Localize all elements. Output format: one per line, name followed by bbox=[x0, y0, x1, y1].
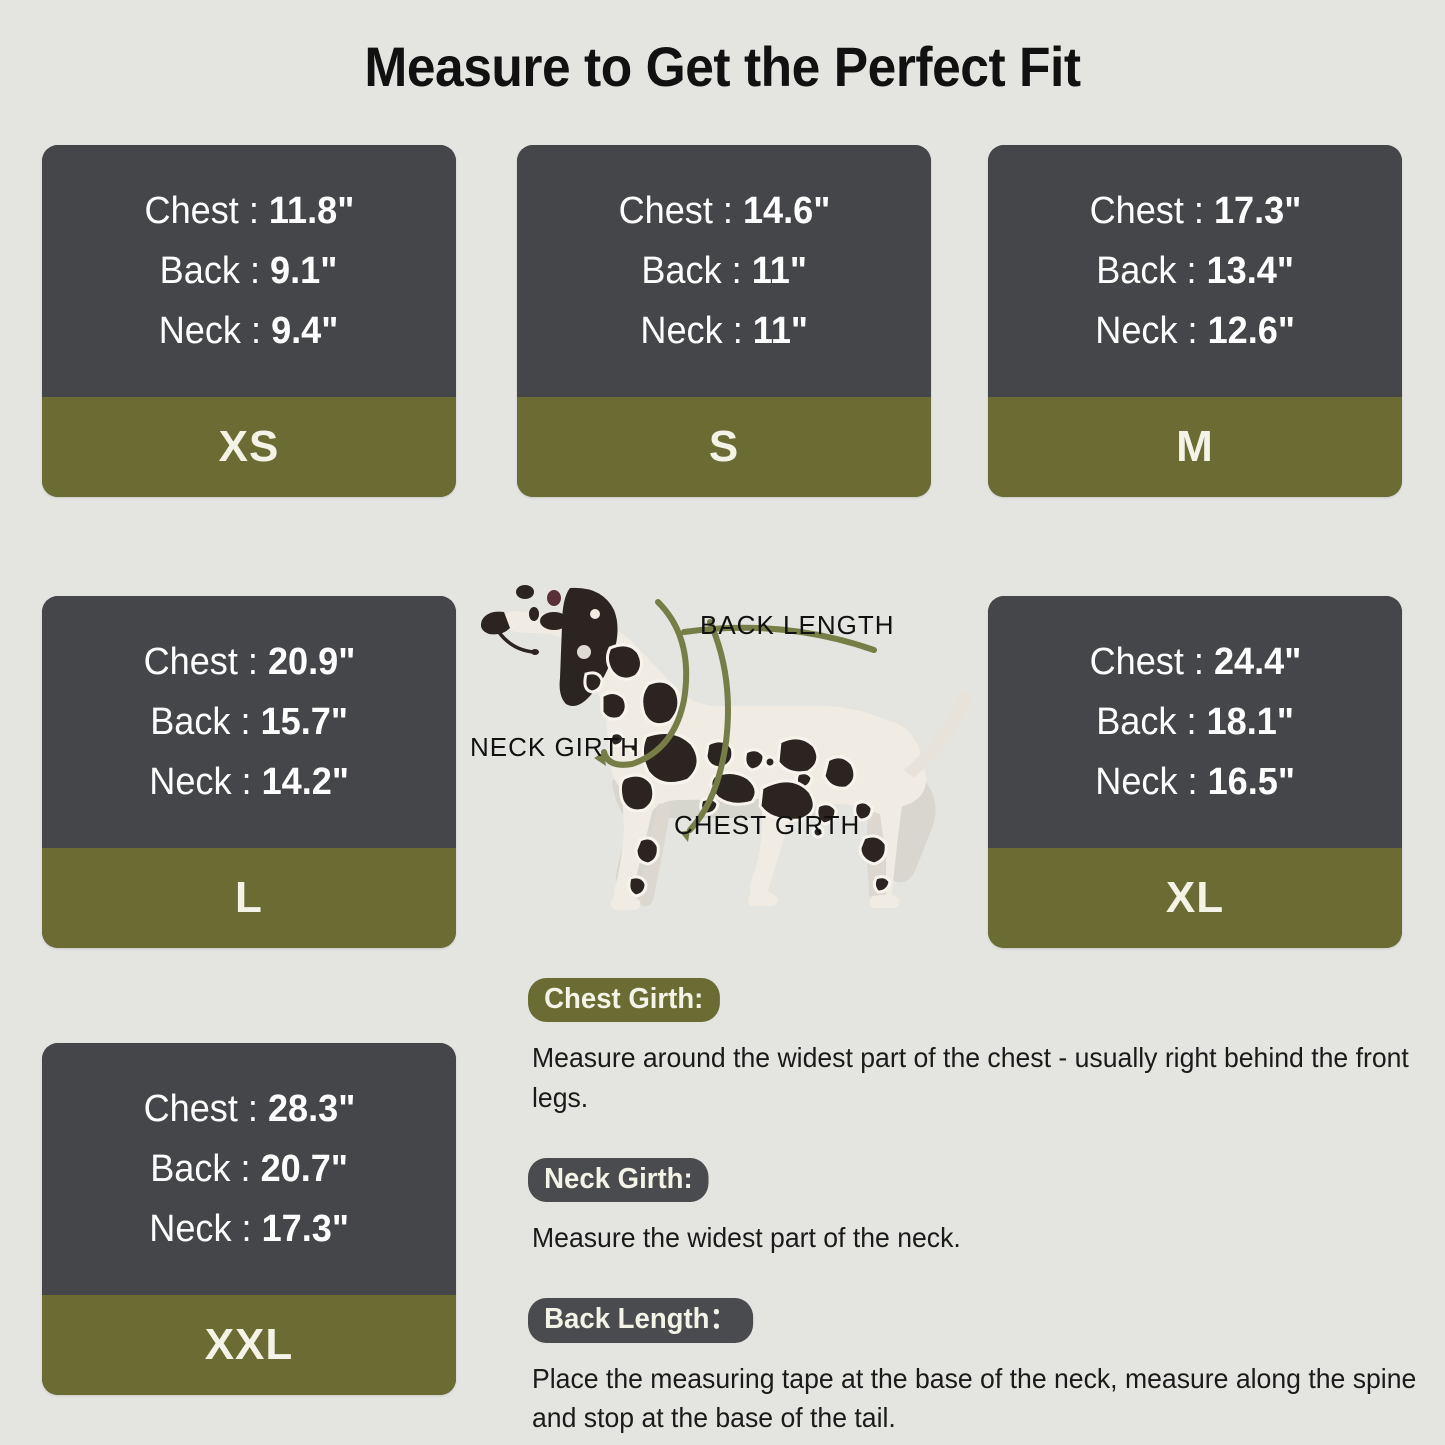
neck-girth-badge: Neck Girth: bbox=[528, 1157, 709, 1203]
neck-measurement: Neck : 11" bbox=[640, 310, 808, 352]
neck-measurement: Neck : 14.2" bbox=[149, 761, 349, 803]
size-card-measurements: Chest : 14.6" Back : 11" Neck : 11" bbox=[517, 145, 931, 397]
chest-measurement: Chest : 14.6" bbox=[618, 190, 830, 232]
size-label-text: XS bbox=[218, 422, 280, 471]
neck-measurement: Neck : 12.6" bbox=[1095, 310, 1295, 352]
measuring-instructions: Chest Girth: Measure around the widest p… bbox=[528, 978, 1416, 1438]
size-card-m: Chest : 17.3" Back : 13.4" Neck : 12.6" … bbox=[988, 145, 1402, 497]
size-card-l: Chest : 20.9" Back : 15.7" Neck : 14.2" … bbox=[42, 596, 456, 948]
size-label-text: L bbox=[235, 873, 263, 922]
size-label-text: XXL bbox=[204, 1320, 294, 1369]
chest-measurement: Chest : 17.3" bbox=[1089, 190, 1301, 232]
page-title: Measure to Get the Perfect Fit bbox=[364, 35, 1081, 98]
size-card-label: S bbox=[517, 397, 931, 497]
chest-measurement: Chest : 24.4" bbox=[1089, 641, 1301, 683]
size-card-label: L bbox=[42, 848, 456, 948]
size-card-xl: Chest : 24.4" Back : 18.1" Neck : 16.5" … bbox=[988, 596, 1402, 948]
size-card-label: XL bbox=[988, 848, 1402, 948]
back-measurement: Back : 15.7" bbox=[150, 701, 348, 743]
instruction-neck-girth: Neck Girth: Measure the widest part of t… bbox=[528, 1157, 1408, 1258]
back-measurement: Back : 18.1" bbox=[1096, 701, 1294, 743]
neck-girth-arrow-icon bbox=[594, 752, 606, 766]
neck-girth-line bbox=[601, 599, 690, 768]
size-label-text: S bbox=[708, 422, 740, 471]
size-card-s: Chest : 14.6" Back : 11" Neck : 11" S bbox=[517, 145, 931, 497]
size-card-xxl: Chest : 28.3" Back : 20.7" Neck : 17.3" … bbox=[42, 1043, 456, 1395]
measurement-lines bbox=[601, 599, 877, 833]
size-card-label: XS bbox=[42, 397, 456, 497]
back-measurement: Back : 20.7" bbox=[150, 1148, 348, 1190]
back-measurement: Back : 13.4" bbox=[1096, 250, 1294, 292]
size-card-measurements: Chest : 20.9" Back : 15.7" Neck : 14.2" bbox=[42, 596, 456, 848]
size-card-label: M bbox=[988, 397, 1402, 497]
back-length-badge: Back Length： bbox=[528, 1298, 754, 1343]
instruction-back-length: Back Length： Place the measuring tape at… bbox=[528, 1298, 1416, 1438]
neck-measurement: Neck : 17.3" bbox=[149, 1208, 349, 1250]
back-measurement: Back : 11" bbox=[641, 250, 807, 292]
size-card-measurements: Chest : 24.4" Back : 18.1" Neck : 16.5" bbox=[988, 596, 1402, 848]
neck-measurement: Neck : 9.4" bbox=[159, 310, 339, 352]
chest-girth-line bbox=[687, 619, 731, 833]
dog-eye-icon bbox=[529, 607, 539, 621]
back-length-description: Place the measuring tape at the base of … bbox=[532, 1362, 1417, 1434]
back-length-line bbox=[681, 624, 877, 653]
size-label-text: M bbox=[1176, 422, 1214, 471]
back-measurement: Back : 9.1" bbox=[160, 250, 338, 292]
chest-girth-arrow-icon bbox=[680, 830, 690, 842]
size-card-measurements: Chest : 17.3" Back : 13.4" Neck : 12.6" bbox=[988, 145, 1402, 397]
neck-measurement: Neck : 16.5" bbox=[1095, 761, 1295, 803]
size-label-text: XL bbox=[1165, 873, 1225, 922]
chest-measurement: Chest : 11.8" bbox=[144, 190, 354, 232]
size-card-measurements: Chest : 11.8" Back : 9.1" Neck : 9.4" bbox=[42, 145, 456, 397]
chest-girth-callout: CHEST GIRTH bbox=[674, 810, 860, 840]
chest-measurement: Chest : 28.3" bbox=[143, 1088, 355, 1130]
size-card-xs: Chest : 11.8" Back : 9.1" Neck : 9.4" XS bbox=[42, 145, 456, 497]
dog-spots-icon bbox=[583, 643, 892, 898]
instruction-chest-girth: Chest Girth: Measure around the widest p… bbox=[528, 978, 1409, 1118]
chest-measurement: Chest : 20.9" bbox=[143, 641, 355, 683]
size-card-measurements: Chest : 28.3" Back : 20.7" Neck : 17.3" bbox=[42, 1043, 456, 1295]
neck-girth-callout: NECK GIRTH bbox=[470, 732, 640, 762]
dog-nose-icon bbox=[480, 611, 510, 635]
size-card-label: XXL bbox=[42, 1295, 456, 1395]
chest-girth-badge: Chest Girth: bbox=[528, 978, 720, 1023]
back-length-callout: BACK LENGTH bbox=[700, 610, 895, 640]
dog-mouth-icon bbox=[494, 626, 536, 654]
chest-girth-description: Measure around the widest part of the ch… bbox=[532, 1042, 1409, 1114]
neck-girth-description: Measure the widest part of the neck. bbox=[532, 1222, 961, 1254]
dog-measurement-diagram: BACK LENGTH NECK GIRTH CHEST GIRTH bbox=[462, 566, 992, 926]
